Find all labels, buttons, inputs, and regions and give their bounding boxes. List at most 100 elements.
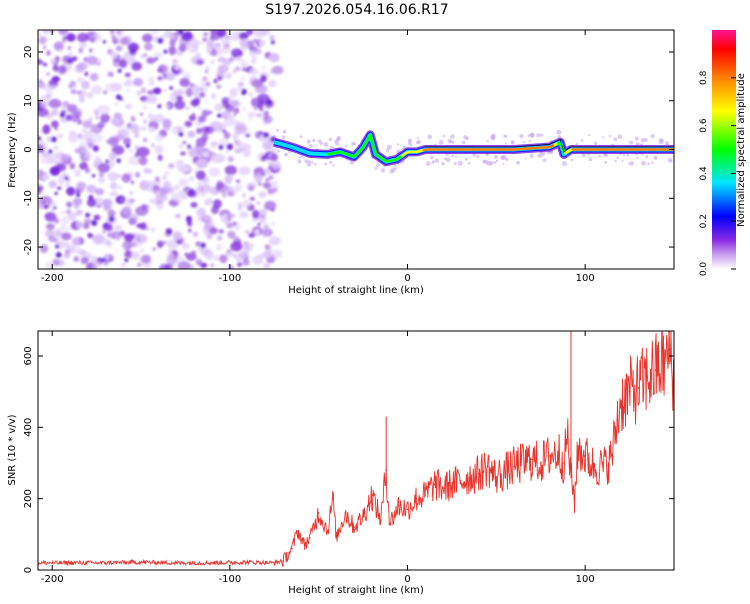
noise-speckle xyxy=(85,168,90,174)
snr-point xyxy=(247,561,249,563)
ridge-halo xyxy=(635,137,639,141)
noise-speckle xyxy=(136,147,149,157)
noise-speckle xyxy=(178,132,183,137)
noise-speckle xyxy=(133,82,136,85)
noise-speckle xyxy=(54,146,58,149)
noise-speckle xyxy=(253,38,257,43)
noise-speckle xyxy=(172,59,178,64)
noise-speckle xyxy=(47,91,54,98)
noise-speckle xyxy=(155,145,163,154)
snr-point xyxy=(389,523,391,525)
snr-point xyxy=(318,512,320,514)
noise-speckle xyxy=(257,202,260,205)
noise-speckle xyxy=(210,61,214,64)
ridge-halo xyxy=(503,163,505,165)
noise-speckle xyxy=(217,235,222,241)
snr-point xyxy=(620,402,622,404)
noise-speckle xyxy=(90,37,96,42)
noise-speckle xyxy=(89,48,92,52)
noise-speckle xyxy=(164,171,169,177)
ridge-halo xyxy=(659,138,664,143)
noise-speckle xyxy=(111,35,115,39)
snr-point xyxy=(460,480,462,482)
noise-speckle xyxy=(186,216,192,223)
snr-point xyxy=(540,462,542,464)
noise-speckle xyxy=(200,263,207,268)
snr-point xyxy=(496,477,498,479)
noise-speckle xyxy=(269,35,274,41)
noise-speckle xyxy=(250,197,255,201)
snr-point xyxy=(371,494,373,496)
noise-speckle xyxy=(103,229,106,233)
noise-speckle xyxy=(262,66,265,69)
noise-speckle xyxy=(255,85,268,94)
noise-speckle xyxy=(54,41,64,51)
ridge-halo xyxy=(455,156,457,158)
ridge-halo xyxy=(609,135,611,137)
ridge-halo xyxy=(451,141,454,144)
ridge-halo xyxy=(441,162,445,166)
noise-speckle xyxy=(232,189,237,193)
noise-speckle xyxy=(66,202,72,208)
noise-speckle xyxy=(242,193,246,198)
ridge-halo xyxy=(298,156,300,158)
noise-speckle xyxy=(176,239,181,243)
noise-speckle xyxy=(60,112,65,117)
noise-speckle xyxy=(89,130,92,133)
noise-speckle xyxy=(94,215,101,221)
noise-speckle xyxy=(129,218,137,225)
noise-speckle xyxy=(109,217,115,223)
noise-speckle xyxy=(74,247,82,254)
ridge-halo xyxy=(435,159,439,163)
snr-point xyxy=(577,448,579,450)
noise-speckle xyxy=(204,99,207,103)
noise-speckle xyxy=(196,159,208,169)
noise-speckle xyxy=(263,263,270,268)
ridge-halo xyxy=(319,141,323,145)
noise-speckle xyxy=(189,115,196,121)
noise-speckle xyxy=(135,206,148,216)
noise-speckle xyxy=(53,206,56,209)
noise-speckle xyxy=(237,262,242,267)
snr-ylabel: SNR (10 * v/v) xyxy=(7,414,18,485)
ridge-halo xyxy=(450,134,455,139)
ridge-halo xyxy=(332,164,334,166)
noise-speckle xyxy=(56,252,62,258)
noise-speckle xyxy=(193,232,198,237)
noise-speckle xyxy=(79,42,87,48)
noise-speckle xyxy=(74,111,81,119)
ridge-halo xyxy=(588,134,590,136)
noise-speckle xyxy=(58,176,65,185)
ridge-halo xyxy=(626,154,629,157)
colorbar-tick-label: 0.8 xyxy=(699,70,709,85)
noise-speckle xyxy=(187,145,191,149)
ridge-group xyxy=(274,129,676,174)
ridge-halo xyxy=(430,156,433,159)
noise-speckle xyxy=(155,57,158,60)
ridge-halo xyxy=(329,138,333,142)
noise-speckle xyxy=(267,100,272,105)
noise-speckle xyxy=(261,172,265,177)
noise-speckle xyxy=(57,134,63,139)
noise-speckle xyxy=(163,50,167,54)
noise-speckle xyxy=(252,210,259,219)
noise-speckle xyxy=(261,215,264,218)
noise-speckle xyxy=(233,222,237,227)
noise-speckle xyxy=(68,135,78,143)
ridge-halo xyxy=(641,138,646,143)
noise-speckle xyxy=(118,186,122,190)
ridge-halo xyxy=(516,161,520,165)
snr-point xyxy=(380,519,382,521)
noise-speckle xyxy=(140,222,147,230)
noise-speckle xyxy=(73,256,79,262)
noise-speckle xyxy=(211,93,217,99)
noise-speckle xyxy=(226,35,231,40)
noise-speckle xyxy=(182,243,188,248)
snr-point xyxy=(362,516,364,518)
noise-speckle xyxy=(242,47,246,51)
ridge-halo xyxy=(614,160,616,162)
snr-point xyxy=(336,537,338,539)
